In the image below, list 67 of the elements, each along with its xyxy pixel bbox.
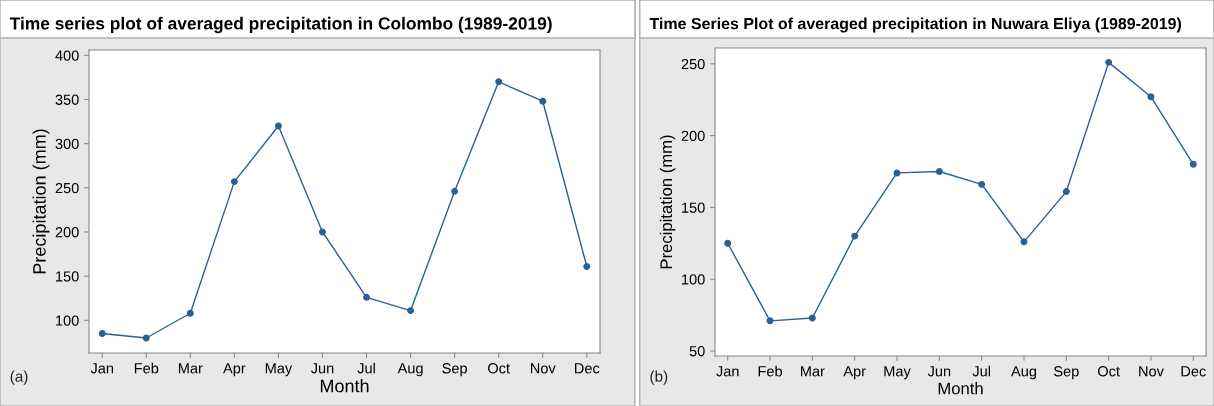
y-tick-label: 200 xyxy=(681,130,705,142)
y-tick-label: 150 xyxy=(682,202,705,213)
x-tick-label: Jun xyxy=(927,366,951,377)
chart-title: Time Series Plot of averaged precipitation in Nuwara Eliya (1989-2019) xyxy=(649,17,1182,33)
point xyxy=(851,232,859,240)
chart-title: Time series plot of averaged precipitation in Colombo (1989-2019) xyxy=(9,16,552,34)
point xyxy=(766,317,774,325)
x-tick-label: Jul xyxy=(357,362,375,374)
y-tick-label: 250 xyxy=(681,58,705,70)
y-tick-label: 300 xyxy=(55,138,79,150)
point xyxy=(978,180,986,188)
x-tick-label: May xyxy=(265,363,293,377)
x-tick-label: Feb xyxy=(758,365,782,377)
x-tick-label: Mar xyxy=(178,363,203,374)
x-tick-label: Sep xyxy=(1054,366,1079,380)
y-tick-label: 350 xyxy=(55,94,79,105)
y-axis-title: Precipitation (mm) xyxy=(32,129,50,274)
point xyxy=(407,307,415,315)
y-tick-label: 150 xyxy=(56,271,79,282)
x-tick-label: Oct xyxy=(1097,366,1120,377)
x-tick-label: Oct xyxy=(488,363,510,374)
point xyxy=(1147,93,1155,101)
y-tick-label: 200 xyxy=(55,227,79,238)
y-tick-label: 400 xyxy=(55,50,79,61)
point xyxy=(1062,188,1070,196)
x-tick-label: Nov xyxy=(1139,366,1164,377)
x-tick-label: Sep xyxy=(442,363,467,377)
point xyxy=(724,239,732,247)
x-tick-label: Apr xyxy=(843,366,866,380)
x-tick-label: Jan xyxy=(716,366,739,377)
point xyxy=(98,330,106,338)
x-axis-title: Month xyxy=(938,382,983,395)
point xyxy=(808,314,816,322)
point xyxy=(186,309,194,317)
point xyxy=(1189,160,1197,168)
x-tick-label: Dec xyxy=(575,363,600,374)
x-tick-label: Dec xyxy=(1181,366,1206,377)
x-tick-label: Aug xyxy=(1011,366,1037,380)
x-tick-label: Feb xyxy=(134,362,159,374)
y-tick-label: 50 xyxy=(689,346,705,357)
point xyxy=(363,293,370,301)
x-tick-label: Jul xyxy=(972,365,991,377)
point xyxy=(274,122,282,130)
point xyxy=(583,262,591,270)
x-tick-label: Mar xyxy=(800,366,825,377)
y-tick-label: 100 xyxy=(682,274,705,285)
point xyxy=(142,334,150,342)
y-axis-title: Precipitation (mm) xyxy=(659,135,676,269)
y-tick-label: 100 xyxy=(56,315,79,326)
text: (b) xyxy=(650,370,668,385)
point xyxy=(495,78,503,86)
x-tick-label: May xyxy=(884,366,911,380)
point xyxy=(1020,238,1028,246)
x-tick-label: Jan xyxy=(90,363,114,374)
point xyxy=(319,228,326,236)
x-tick-label: Jun xyxy=(310,363,334,374)
point xyxy=(1105,58,1113,66)
x-axis-title: Month xyxy=(320,379,369,393)
text: (a) xyxy=(10,370,28,385)
point xyxy=(451,187,459,195)
point xyxy=(230,178,238,186)
x-tick-label: Aug xyxy=(397,363,423,377)
x-tick-label: Nov xyxy=(530,363,556,374)
y-tick-label: 250 xyxy=(55,182,79,194)
x-tick-label: Apr xyxy=(223,363,246,377)
point xyxy=(935,168,943,175)
point xyxy=(539,97,547,105)
